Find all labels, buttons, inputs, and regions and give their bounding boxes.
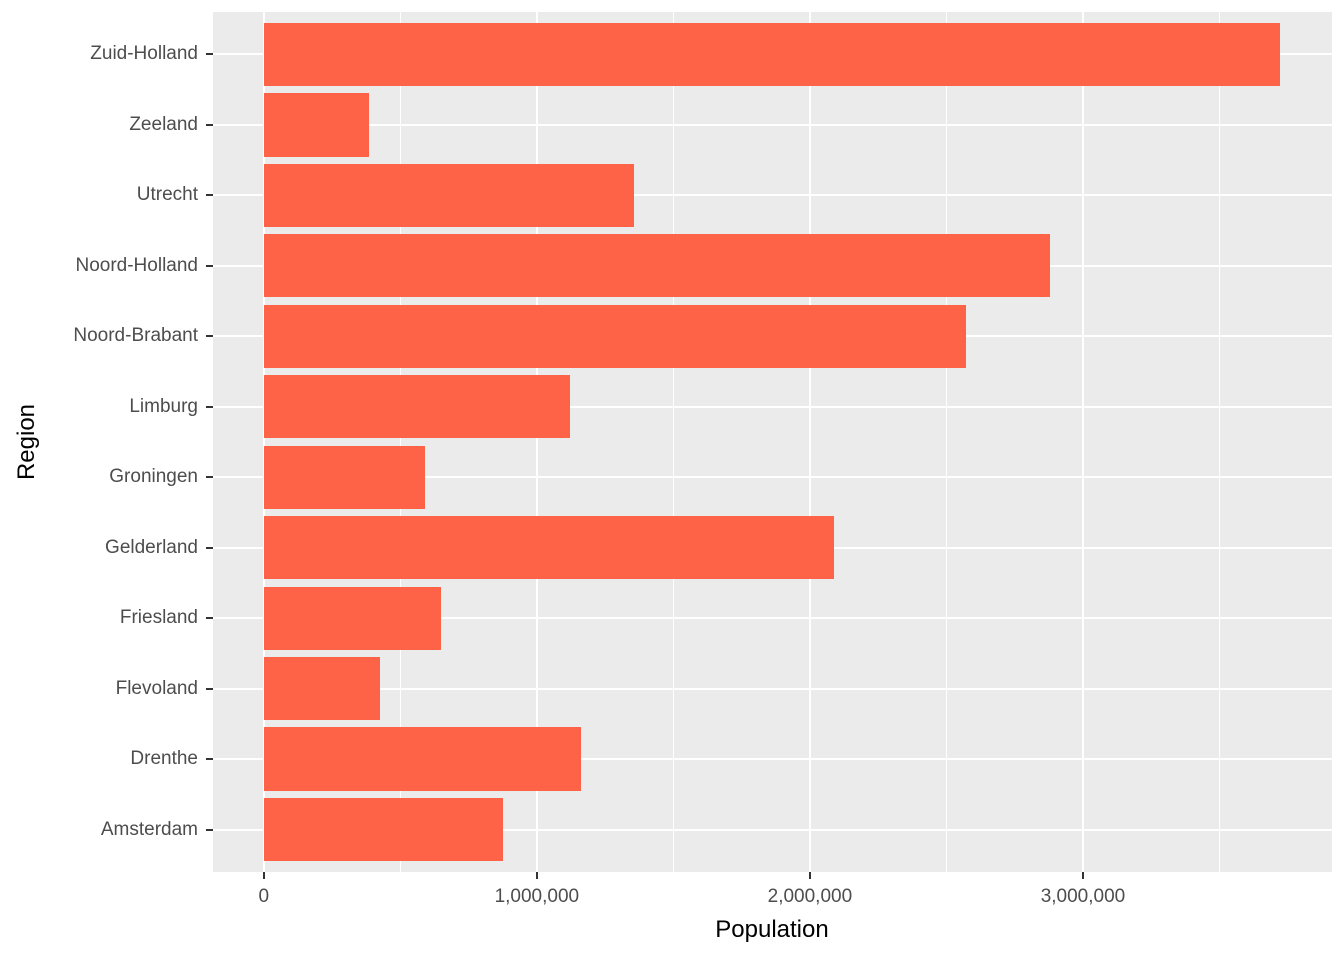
plot-panel (213, 12, 1332, 872)
x-tick-mark (262, 872, 265, 879)
x-gridline-minor (945, 12, 948, 872)
x-gridline-minor (672, 12, 675, 872)
y-tick-mark (206, 476, 213, 479)
y-tick-mark (206, 546, 213, 549)
bar-noord-brabant (263, 304, 966, 368)
y-gridline-major (213, 617, 1332, 620)
x-tick-mark (1081, 872, 1084, 879)
bar-zeeland (263, 93, 369, 157)
y-tick-mark (206, 335, 213, 338)
y-gridline-major (213, 687, 1332, 690)
y-tick-mark (206, 123, 213, 126)
y-tick-mark (206, 194, 213, 197)
x-gridline-minor (399, 12, 402, 872)
x-gridline-minor (1218, 12, 1221, 872)
bar-groningen (263, 445, 425, 509)
y-tick-label: Drenthe (130, 748, 198, 770)
y-tick-label: Amsterdam (100, 818, 198, 840)
y-tick-mark (206, 758, 213, 761)
x-tick-mark (808, 872, 811, 879)
x-tick-label: 3,000,000 (1040, 886, 1126, 907)
y-tick-label: Flevoland (115, 677, 198, 699)
y-tick-mark (206, 617, 213, 620)
y-tick-mark (206, 53, 213, 56)
bar-drenthe (263, 727, 581, 791)
y-tick-label: Zuid-Holland (90, 43, 198, 65)
y-tick-mark (206, 828, 213, 831)
y-gridline-major (213, 123, 1332, 126)
x-tick-label: 0 (258, 886, 270, 907)
bar-limburg (263, 375, 570, 439)
y-tick-mark (206, 264, 213, 267)
x-tick-label: 2,000,000 (767, 886, 853, 907)
y-tick-label: Gelderland (105, 536, 198, 558)
x-gridline-major (808, 12, 812, 872)
x-axis-title: Population (715, 916, 829, 943)
bar-noord-holland (263, 234, 1051, 298)
y-tick-label: Friesland (119, 607, 198, 629)
x-tick-label: 1,000,000 (494, 886, 580, 907)
y-tick-label: Noord-Brabant (73, 325, 198, 347)
bar-utrecht (263, 163, 634, 227)
y-tick-label: Zeeland (129, 113, 198, 135)
y-tick-label: Utrecht (136, 184, 198, 206)
x-gridline-major (535, 12, 539, 872)
y-tick-mark (206, 405, 213, 408)
x-tick-mark (535, 872, 538, 879)
y-gridline-major (213, 194, 1332, 197)
y-tick-label: Limburg (129, 395, 198, 417)
x-gridline-major (262, 12, 266, 872)
y-gridline-major (213, 828, 1332, 831)
bar-friesland (263, 586, 442, 650)
bar-amsterdam (263, 797, 503, 862)
bar-zuid-holland (263, 22, 1280, 86)
bar-flevoland (263, 657, 380, 721)
bar-gelderland (263, 516, 835, 580)
x-gridline-major (1081, 12, 1085, 872)
y-gridline-major (213, 405, 1332, 408)
y-gridline-major (213, 476, 1332, 479)
y-tick-label: Noord-Holland (75, 254, 198, 276)
y-tick-label: Groningen (109, 466, 198, 488)
y-gridline-major (213, 758, 1332, 761)
y-tick-mark (206, 687, 213, 690)
